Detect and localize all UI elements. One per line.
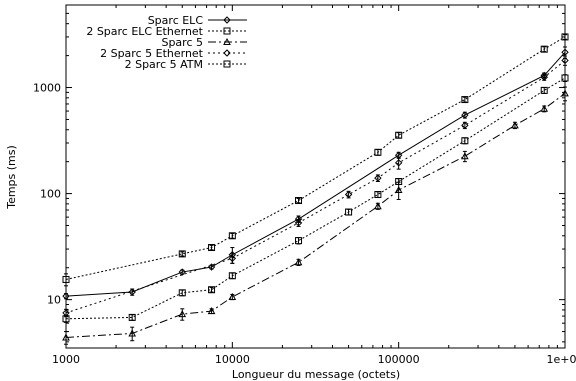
data-point [228, 272, 236, 280]
legend-marker [223, 16, 231, 24]
data-point [62, 292, 70, 300]
data-point [228, 292, 237, 300]
data-point [228, 254, 237, 263]
data-point [178, 268, 186, 276]
legend-marker [223, 37, 231, 45]
data-point [207, 307, 216, 315]
y-tick-label: 10 [47, 294, 61, 307]
series-2 [62, 74, 569, 323]
data-point [128, 313, 136, 321]
data-point [511, 121, 519, 129]
data-point [461, 96, 469, 104]
data-point [540, 86, 548, 94]
x-tick-label: 100000 [378, 353, 420, 366]
data-point [62, 309, 70, 317]
series-layer [62, 33, 569, 345]
y-tick-label: 100 [40, 188, 61, 201]
data-point [461, 152, 469, 160]
legend-marker [223, 27, 231, 35]
series-line [65, 60, 566, 314]
legend-label: Sparc 5 [161, 36, 203, 49]
series-4 [62, 55, 569, 318]
legend-marker [223, 49, 231, 57]
series-line [65, 36, 566, 280]
y-axis-label: Temps (ms) [5, 145, 18, 210]
data-point [561, 33, 569, 41]
data-point [178, 310, 187, 318]
data-point [461, 137, 469, 145]
data-point [540, 45, 548, 53]
data-point [561, 74, 569, 82]
data-point [294, 219, 303, 227]
axis-ticks: 1000 10000 100000 1e+06 10 100 1000 [33, 4, 576, 366]
data-point [294, 258, 303, 266]
data-point [295, 237, 303, 245]
data-point [561, 48, 569, 56]
data-point [394, 159, 403, 167]
legend-label: 2 Sparc 5 Ethernet [100, 47, 204, 60]
data-point [540, 104, 549, 112]
data-point [128, 329, 137, 337]
data-point [374, 191, 382, 199]
data-point [208, 244, 216, 252]
data-point [228, 232, 236, 240]
data-point [178, 250, 186, 258]
data-point [178, 289, 186, 297]
plot-frame [65, 4, 566, 349]
series-5 [62, 33, 569, 287]
x-tick-label: 1e+06 [547, 353, 576, 366]
data-point [374, 174, 382, 182]
data-point [208, 286, 216, 294]
x-axis-label: Longueur du message (octets) [232, 368, 400, 381]
series-line [65, 77, 566, 320]
x-tick-label: 1000 [52, 353, 80, 366]
data-point [561, 56, 569, 65]
data-point [540, 73, 548, 81]
series-line [65, 93, 566, 338]
data-point [344, 190, 353, 199]
series-3 [62, 86, 569, 345]
data-point [461, 121, 469, 130]
data-point [461, 111, 469, 119]
series-1 [62, 46, 569, 300]
data-point [295, 197, 303, 205]
x-tick-label: 10000 [215, 353, 250, 366]
data-point [561, 89, 569, 97]
data-point [394, 185, 403, 194]
data-point [395, 131, 403, 139]
legend-label: Sparc ELC [148, 14, 204, 27]
data-point [345, 208, 353, 216]
data-point [374, 148, 382, 156]
y-tick-label: 1000 [33, 82, 61, 95]
data-point [62, 275, 70, 283]
series-line [65, 51, 566, 297]
legend-label: 2 Sparc ELC Ethernet [86, 25, 203, 38]
legend-label: 2 Sparc 5 ATM [125, 58, 203, 71]
legend-marker [223, 60, 231, 68]
data-point [62, 333, 70, 341]
data-point [374, 202, 382, 210]
